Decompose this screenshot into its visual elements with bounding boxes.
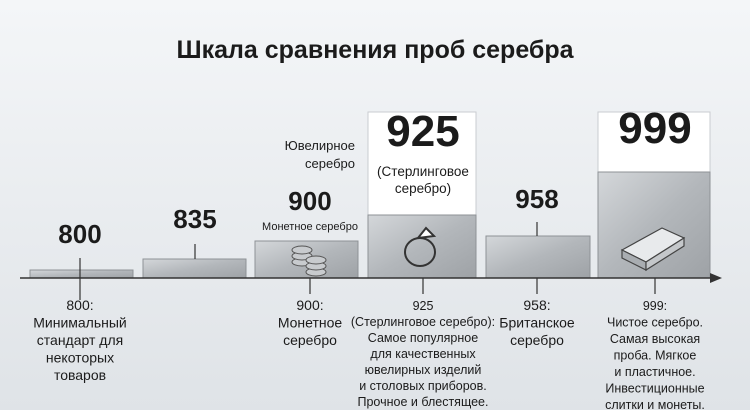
description: Монетное [278, 315, 343, 331]
description: стандарт для [37, 332, 123, 348]
highlight-box [597, 111, 711, 173]
ticks [79, 222, 656, 300]
value: 835 [173, 204, 216, 234]
description: Инвестиционные [605, 382, 704, 396]
description: 800: [66, 297, 93, 313]
description: Самое популярное [368, 331, 478, 345]
description: Британское [499, 315, 575, 331]
description: серебро [283, 332, 337, 348]
description: и пластичное. [614, 365, 695, 379]
description: для качественных [370, 347, 476, 361]
description: 999: [643, 299, 667, 313]
description: ювелирных изделий [365, 363, 482, 377]
coins-icon [291, 245, 327, 277]
caption: Монетное серебро [262, 221, 358, 233]
axis-arrow [710, 273, 722, 283]
value: 958 [515, 184, 558, 214]
description: (Стерлинговое серебро): [351, 315, 495, 329]
caption: (Стерлинговое [377, 164, 469, 179]
description: 958: [523, 297, 550, 313]
bar [485, 235, 591, 279]
value: 900 [288, 186, 331, 216]
description: и столовых приборов. [359, 379, 487, 393]
description: 925 [413, 299, 434, 313]
description: Самая высокая [610, 332, 700, 346]
side-label: Ювелирное [285, 138, 355, 153]
value: 999 [618, 104, 691, 153]
description: слитки и монеты. [605, 398, 705, 410]
description: Прочное и блестящее. [358, 395, 489, 409]
side-label: серебро [305, 156, 355, 171]
description: 900: [296, 297, 323, 313]
bar [367, 214, 477, 279]
caption: серебро) [395, 181, 451, 196]
bar [142, 258, 247, 279]
description: Чистое серебро. [607, 316, 703, 330]
description: Минимальный [33, 315, 127, 331]
highlight-box [367, 111, 477, 216]
description: серебро [510, 332, 564, 348]
ingot-icon [620, 227, 686, 272]
description: некоторых [46, 350, 114, 366]
description: товаров [54, 367, 106, 383]
value: 800 [58, 219, 101, 249]
value: 925 [386, 107, 459, 156]
bar [29, 269, 134, 279]
title: Шкала сравнения проб серебра [176, 36, 574, 64]
ring-icon [404, 226, 437, 267]
description: проба. Мягкое [614, 349, 697, 363]
